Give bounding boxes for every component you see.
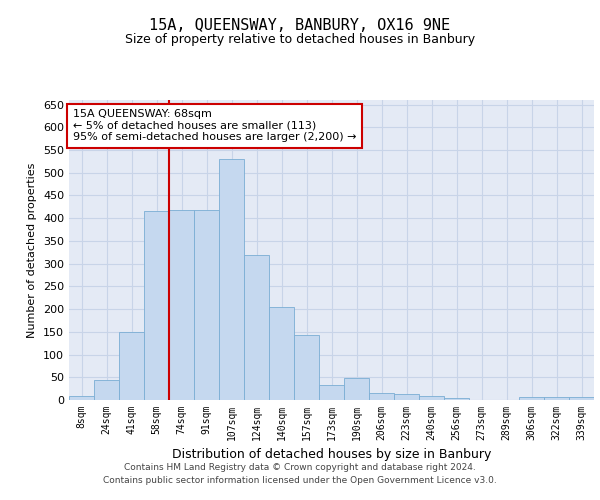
Bar bbox=[119, 332, 144, 400]
Bar bbox=[244, 256, 269, 400]
Text: Size of property relative to detached houses in Banbury: Size of property relative to detached ho… bbox=[125, 32, 475, 46]
Text: Contains public sector information licensed under the Open Government Licence v3: Contains public sector information licen… bbox=[103, 476, 497, 485]
Bar bbox=[194, 210, 219, 400]
Bar bbox=[444, 398, 469, 400]
Bar bbox=[394, 394, 419, 400]
Bar bbox=[269, 307, 294, 400]
Text: 15A QUEENSWAY: 68sqm
← 5% of detached houses are smaller (113)
95% of semi-detac: 15A QUEENSWAY: 68sqm ← 5% of detached ho… bbox=[73, 109, 356, 142]
Bar bbox=[569, 398, 594, 400]
Text: Contains HM Land Registry data © Crown copyright and database right 2024.: Contains HM Land Registry data © Crown c… bbox=[124, 462, 476, 471]
Bar bbox=[544, 398, 569, 400]
Bar bbox=[319, 385, 344, 400]
Bar bbox=[94, 380, 119, 400]
Bar bbox=[419, 396, 444, 400]
Bar bbox=[519, 398, 544, 400]
Bar bbox=[169, 210, 194, 400]
Bar bbox=[369, 393, 394, 400]
Bar bbox=[294, 335, 319, 400]
Bar bbox=[69, 396, 94, 400]
Bar bbox=[219, 159, 244, 400]
Bar bbox=[144, 212, 169, 400]
Bar bbox=[344, 378, 369, 400]
Text: 15A, QUEENSWAY, BANBURY, OX16 9NE: 15A, QUEENSWAY, BANBURY, OX16 9NE bbox=[149, 18, 451, 32]
Y-axis label: Number of detached properties: Number of detached properties bbox=[28, 162, 37, 338]
X-axis label: Distribution of detached houses by size in Banbury: Distribution of detached houses by size … bbox=[172, 448, 491, 462]
